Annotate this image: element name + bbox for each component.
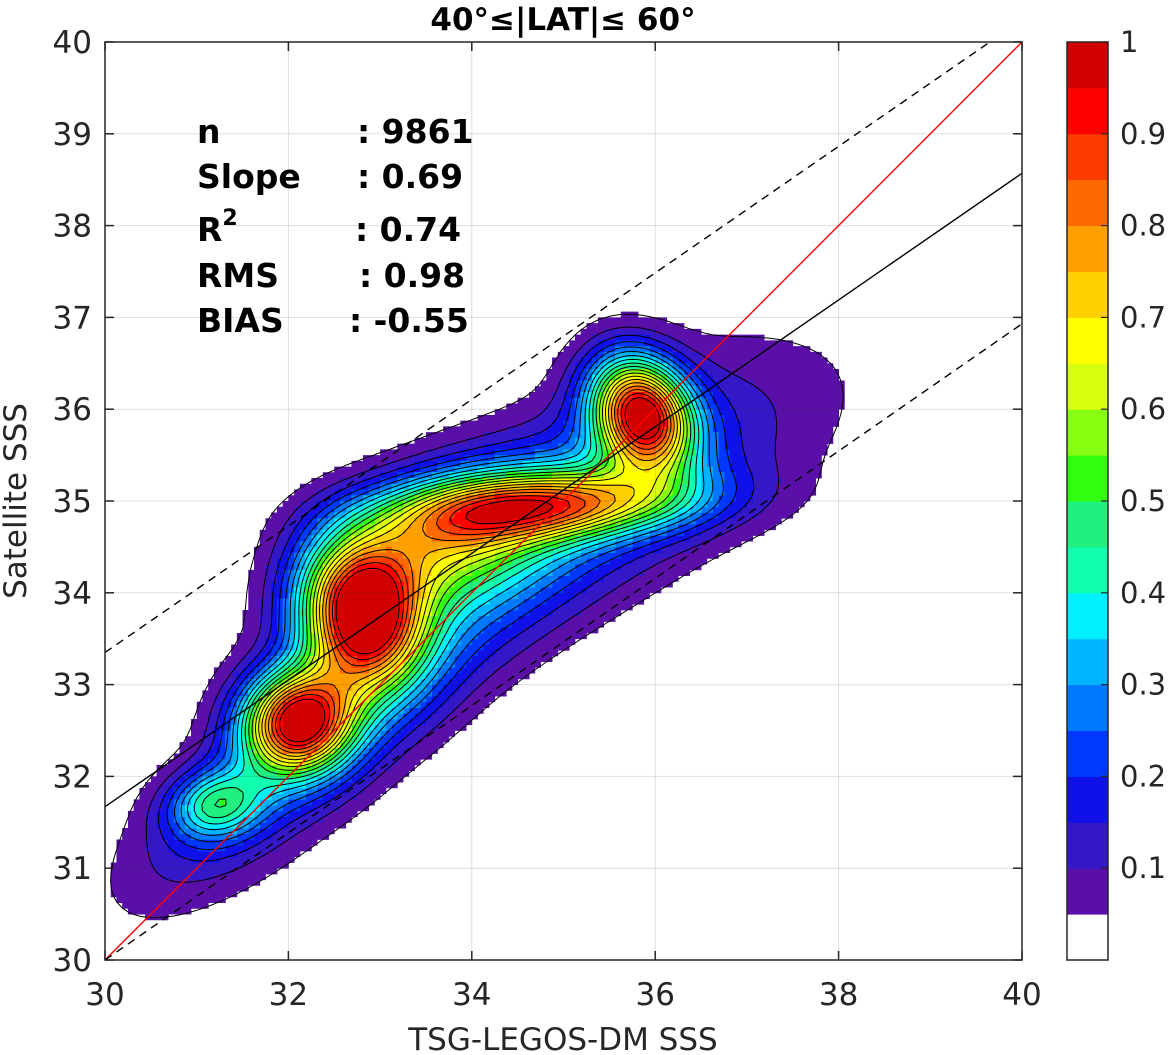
- line-lower-bound: [105, 323, 1022, 960]
- colorbar-tick-label: 0.3: [1120, 668, 1166, 702]
- stat-r2-base: R: [197, 210, 222, 249]
- stat-slope-label: Slope: [197, 157, 301, 196]
- y-tick-label: 31: [53, 851, 92, 887]
- colorbar-segment: [1067, 42, 1108, 89]
- y-ticks: 30 31 32 33 34 35 36 37 38 39 40: [53, 25, 1022, 979]
- y-tick-label: 36: [53, 392, 92, 428]
- colorbar-tick-label: 0.4: [1120, 576, 1166, 610]
- y-tick-label: 40: [53, 25, 92, 61]
- y-tick-label: 30: [53, 943, 92, 979]
- colorbar-segment: [1067, 409, 1108, 456]
- colorbar-segment: [1067, 914, 1108, 961]
- colorbar-tick-label: 0.7: [1120, 300, 1166, 334]
- lines: [105, 42, 1022, 960]
- line-identity: [105, 42, 1022, 960]
- stat-n-label: n: [197, 112, 221, 151]
- density-contours: [110, 311, 845, 921]
- contour-lines: [110, 313, 844, 919]
- stat-r2-value: : 0.74: [355, 210, 461, 249]
- x-tick-label: 38: [819, 977, 858, 1013]
- colorbar-segment: [1067, 271, 1108, 318]
- stat-rms-label: RMS: [197, 256, 279, 295]
- stat-bias-label: BIAS: [197, 301, 284, 340]
- x-tick-label: 34: [452, 977, 491, 1013]
- colorbar-tick-label: 0.5: [1120, 484, 1166, 518]
- colorbar-segment: [1067, 455, 1108, 502]
- colorbar-segment: [1067, 684, 1108, 731]
- stat-rms-value: : 0.98: [359, 256, 465, 295]
- x-tick-label: 30: [85, 977, 124, 1013]
- colorbar-segment: [1067, 317, 1108, 364]
- colorbar-segment: [1067, 501, 1108, 548]
- y-tick-label: 34: [53, 576, 92, 612]
- stat-slope-value: : 0.69: [357, 157, 463, 196]
- x-tick-label: 36: [635, 977, 674, 1013]
- colorbar-tick-label: 0.2: [1120, 759, 1166, 793]
- y-tick-label: 37: [53, 300, 92, 336]
- y-tick-label: 39: [53, 117, 92, 153]
- colorbar-segment: [1067, 868, 1108, 915]
- colorbar-segment: [1067, 822, 1108, 869]
- colorbar-tick-label: 0.6: [1120, 392, 1166, 426]
- colorbar-tick-label: 1: [1120, 25, 1138, 59]
- x-tick-label: 32: [269, 977, 308, 1013]
- x-tick-label: 40: [1002, 977, 1041, 1013]
- stat-n-value: : 9861: [357, 112, 474, 151]
- line-upper-bound: [105, 42, 991, 654]
- line-regression: [105, 172, 1022, 808]
- x-ticks: 30 32 34 36 38 40: [85, 42, 1042, 1013]
- x-axis-label: TSG-LEGOS-DM SSS: [407, 1022, 717, 1055]
- colorbar: 0.1 0.2 0.3 0.4 0.5 0.6 0.7 0.8 0.9 1: [1066, 25, 1166, 961]
- colorbar-segment: [1067, 730, 1108, 777]
- colorbar-segment: [1067, 638, 1108, 686]
- chart-title: 40°≤|LAT|≤ 60°: [430, 2, 695, 38]
- y-tick-label: 35: [53, 484, 92, 520]
- colorbar-segment: [1067, 225, 1108, 272]
- y-tick-label: 33: [53, 668, 92, 704]
- contour-band-17: [271, 391, 668, 749]
- y-axis-label: Satellite SSS: [0, 403, 34, 599]
- colorbar-segment: [1067, 179, 1108, 227]
- stat-bias-value: : -0.55: [349, 301, 469, 340]
- colorbar-segment: [1067, 776, 1108, 823]
- colorbar-tick-label: 0.1: [1120, 851, 1166, 885]
- colorbar-tick-label: 0.9: [1120, 117, 1166, 151]
- colorbar-segment: [1067, 592, 1108, 640]
- y-tick-label: 38: [53, 209, 92, 245]
- y-tick-label: 32: [53, 759, 92, 795]
- colorbar-tick-label: 0.8: [1120, 209, 1166, 243]
- colorbar-segment: [1067, 87, 1108, 135]
- contour-band-19: [282, 397, 662, 743]
- stat-r2-sup: 2: [222, 206, 237, 231]
- colorbar-segment: [1067, 546, 1108, 594]
- colorbar-segment: [1067, 363, 1108, 410]
- stats-box: n : 9861 Slope : 0.69 R2 : 0.74 RMS : 0.…: [197, 112, 474, 340]
- colorbar-segment: [1067, 133, 1108, 181]
- stat-r2-label: R2: [197, 206, 238, 249]
